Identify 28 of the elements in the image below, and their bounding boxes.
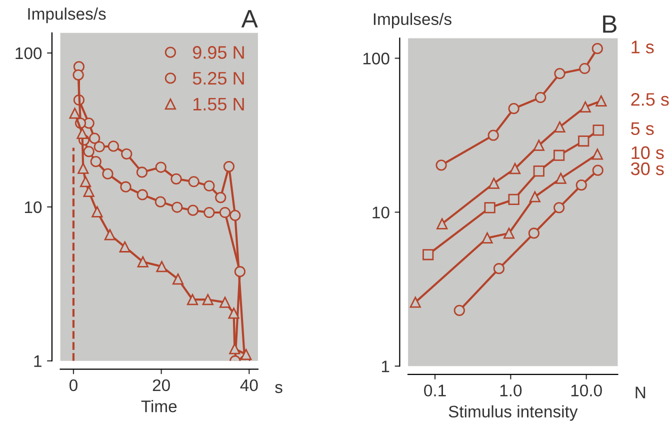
x-tick-label: 0.1 bbox=[424, 384, 446, 396]
x-tick-label: 10.0 bbox=[571, 384, 602, 396]
y-tick-label: 100 bbox=[16, 47, 42, 60]
y-axis-title: Impulses/s bbox=[374, 12, 452, 28]
x-tick-label: 1.0 bbox=[500, 384, 522, 396]
text: N bbox=[636, 386, 646, 398]
x-tick-label: 40 bbox=[240, 379, 258, 392]
series-label: 2.5 s bbox=[631, 93, 669, 106]
legend-label: 5.25 N bbox=[192, 72, 244, 85]
series-label: 10 s bbox=[632, 146, 664, 160]
series-label: 1 s bbox=[632, 40, 654, 54]
x-tick-label: 20 bbox=[152, 379, 170, 392]
y-tick-label: 10 bbox=[24, 201, 42, 214]
y-tick-label: 1 bbox=[382, 360, 390, 372]
legend-label: 9.95 N bbox=[192, 46, 244, 59]
text: s bbox=[275, 384, 282, 394]
y-tick-label: 10 bbox=[372, 206, 390, 218]
legend-label: 1.55 N bbox=[193, 98, 244, 111]
y-tick-label: 100 bbox=[363, 52, 390, 64]
x-axis-title: Time bbox=[141, 400, 177, 412]
chart-title: B bbox=[603, 15, 616, 33]
series-label: 5 s bbox=[631, 122, 654, 136]
y-tick-label: 1 bbox=[34, 355, 42, 367]
series-label: 30 s bbox=[631, 162, 664, 176]
x-axis-title: Stimulus intensity bbox=[448, 405, 578, 421]
y-axis-title: Impulses/s bbox=[28, 8, 106, 24]
x-tick-label: 0 bbox=[69, 379, 78, 392]
chart-title: A bbox=[241, 10, 258, 28]
